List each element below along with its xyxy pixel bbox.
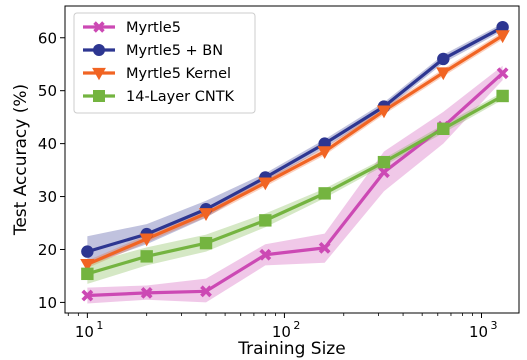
- point-myrtle5-1280: [496, 67, 509, 80]
- point-14-layer-cntk-1280: [496, 89, 509, 103]
- series-lines: [85, 25, 505, 298]
- x-tick-exponent: 2: [293, 319, 300, 332]
- legend-entry-myrtle5-kernel: Myrtle5 Kernel: [83, 66, 231, 82]
- legend-box: [73, 12, 256, 114]
- x-tick-label: 10: [272, 323, 291, 341]
- y-tick-label: 20: [38, 241, 57, 259]
- point-myrtle5-20: [140, 286, 153, 299]
- line-myrtle5-kernel: [85, 34, 505, 266]
- point-myrtle5-bn-1280: [496, 20, 509, 34]
- legend-marker: [93, 44, 105, 56]
- line-myrtle5-bn: [85, 25, 505, 254]
- point-myrtle5-10: [81, 289, 94, 302]
- point-myrtle5-kernel-320: [376, 105, 392, 119]
- point-14-layer-cntk-80: [259, 214, 272, 227]
- point-myrtle5-kernel-20: [139, 233, 154, 247]
- band-14-layer-cntk: [87, 92, 503, 284]
- point-14-layer-cntk-320: [377, 155, 391, 169]
- point-myrtle5-bn-640: [437, 52, 450, 66]
- point-myrtle5-kernel-10: [80, 258, 95, 272]
- point-myrtle5-kernel-80: [258, 177, 273, 191]
- x-tick-label: 10: [469, 323, 488, 341]
- y-tick-label: 10: [38, 294, 57, 312]
- legend-entry-myrtle5: Myrtle5: [83, 20, 181, 36]
- series-markers: [80, 20, 510, 302]
- y-tick-label: 50: [38, 82, 57, 100]
- legend-entry-14-layer-cntk: 14-Layer CNTK: [83, 89, 235, 105]
- point-14-layer-cntk-640: [437, 122, 450, 135]
- y-tick-label: 30: [38, 188, 57, 206]
- point-myrtle5-kernel-1280: [495, 30, 510, 44]
- y-tick-label: 40: [38, 135, 57, 153]
- point-14-layer-cntk-40: [199, 236, 213, 250]
- legend: Myrtle5 Myrtle5 + BN Myrtle5 Kernel 14-Laye…: [73, 12, 256, 114]
- band-myrtle5: [87, 65, 503, 304]
- legend-label: Myrtle5 + BN: [126, 43, 223, 59]
- point-myrtle5-320: [378, 166, 390, 179]
- point-myrtle5-kernel-40: [198, 208, 214, 221]
- point-myrtle5-40: [200, 285, 212, 298]
- line-14-layer-cntk: [85, 94, 505, 276]
- legend-entry-myrtle5-bn: Myrtle5 + BN: [83, 43, 223, 59]
- band-myrtle5-kernel: [87, 31, 503, 269]
- legend-marker: [93, 90, 105, 102]
- y-axis-label: Test Accuracy (%): [11, 84, 31, 236]
- legend-label: Myrtle5 Kernel: [126, 66, 231, 82]
- plot-frame: [64, 5, 520, 314]
- legend-marker: [93, 21, 105, 33]
- point-myrtle5-160: [318, 242, 331, 254]
- x-tick-exponent: 3: [490, 319, 497, 332]
- point-14-layer-cntk-160: [318, 187, 331, 200]
- x-tick-exponent: 1: [96, 319, 103, 332]
- x-axis-label: Training Size: [237, 339, 345, 359]
- legend-label: 14-Layer CNTK: [126, 89, 235, 105]
- point-myrtle5-80: [259, 248, 272, 261]
- x-tick-label: 10: [75, 323, 94, 341]
- legend-marker: [92, 67, 106, 81]
- point-myrtle5-bn-10: [81, 245, 94, 258]
- point-myrtle5-kernel-160: [317, 146, 332, 160]
- y-tick-label: 60: [38, 29, 57, 47]
- point-14-layer-cntk-20: [140, 250, 153, 263]
- point-14-layer-cntk-10: [81, 267, 94, 281]
- point-myrtle5-kernel-640: [436, 67, 451, 81]
- legend-label: Myrtle5: [126, 20, 181, 36]
